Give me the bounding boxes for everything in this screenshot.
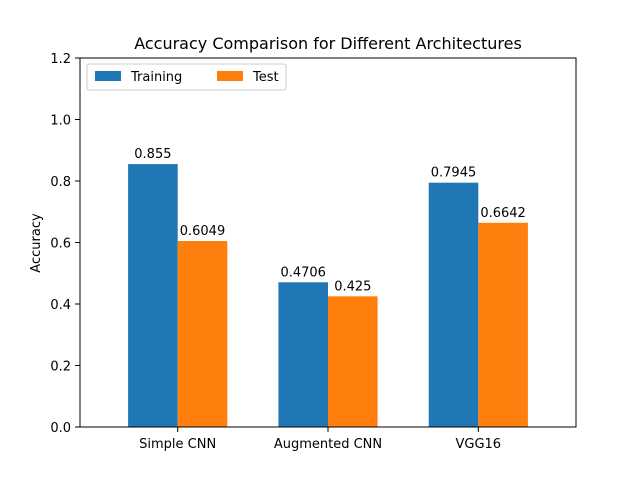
y-tick-label-0-0: 0.0 [50, 421, 71, 436]
legend-swatch-test [217, 71, 243, 81]
data-label-training-simple-cnn: 0.855 [134, 147, 171, 162]
plot-area: 0.855 0.6049 Simple CNN 0.4706 0.425 Augmente… [50, 52, 577, 452]
bar-test-vgg16 [478, 222, 528, 427]
y-tick-label-0-4: 0.4 [50, 298, 71, 313]
data-label-test-simple-cnn: 0.6049 [180, 224, 226, 239]
bar-test-augmented-cnn [328, 296, 378, 427]
axes-frame [79, 57, 577, 428]
legend: Training Test [86, 63, 287, 91]
x-tick-label-augmented-cnn: Augmented CNN [274, 437, 382, 452]
data-label-test-vgg16: 0.6642 [480, 206, 526, 221]
y-tick-label-0-2: 0.2 [50, 360, 71, 375]
data-label-training-vgg16: 0.7945 [431, 166, 477, 181]
legend-frame [86, 63, 287, 91]
bar-training-simple-cnn [128, 164, 178, 427]
y-tick-label-1-2: 1.2 [50, 52, 71, 67]
bar-training-augmented-cnn [278, 282, 328, 427]
data-label-training-augmented-cnn: 0.4706 [280, 265, 326, 280]
x-tick-label-simple-cnn: Simple CNN [139, 437, 216, 452]
y-tick-label-1-0: 1.0 [50, 114, 71, 129]
legend-label-training: Training [130, 70, 182, 85]
chart-title: Accuracy Comparison for Different Archit… [134, 34, 522, 53]
bar-training-vgg16 [428, 182, 479, 427]
data-label-test-augmented-cnn: 0.425 [334, 279, 371, 294]
y-tick-label-0-8: 0.8 [50, 175, 71, 190]
legend-label-test: Test [252, 70, 279, 85]
y-axis-label: Accuracy [29, 213, 44, 273]
legend-swatch-training [95, 71, 121, 81]
bar-test-simple-cnn [177, 240, 228, 427]
y-tick-label-0-6: 0.6 [50, 237, 71, 252]
x-tick-label-vgg16: VGG16 [456, 437, 502, 452]
